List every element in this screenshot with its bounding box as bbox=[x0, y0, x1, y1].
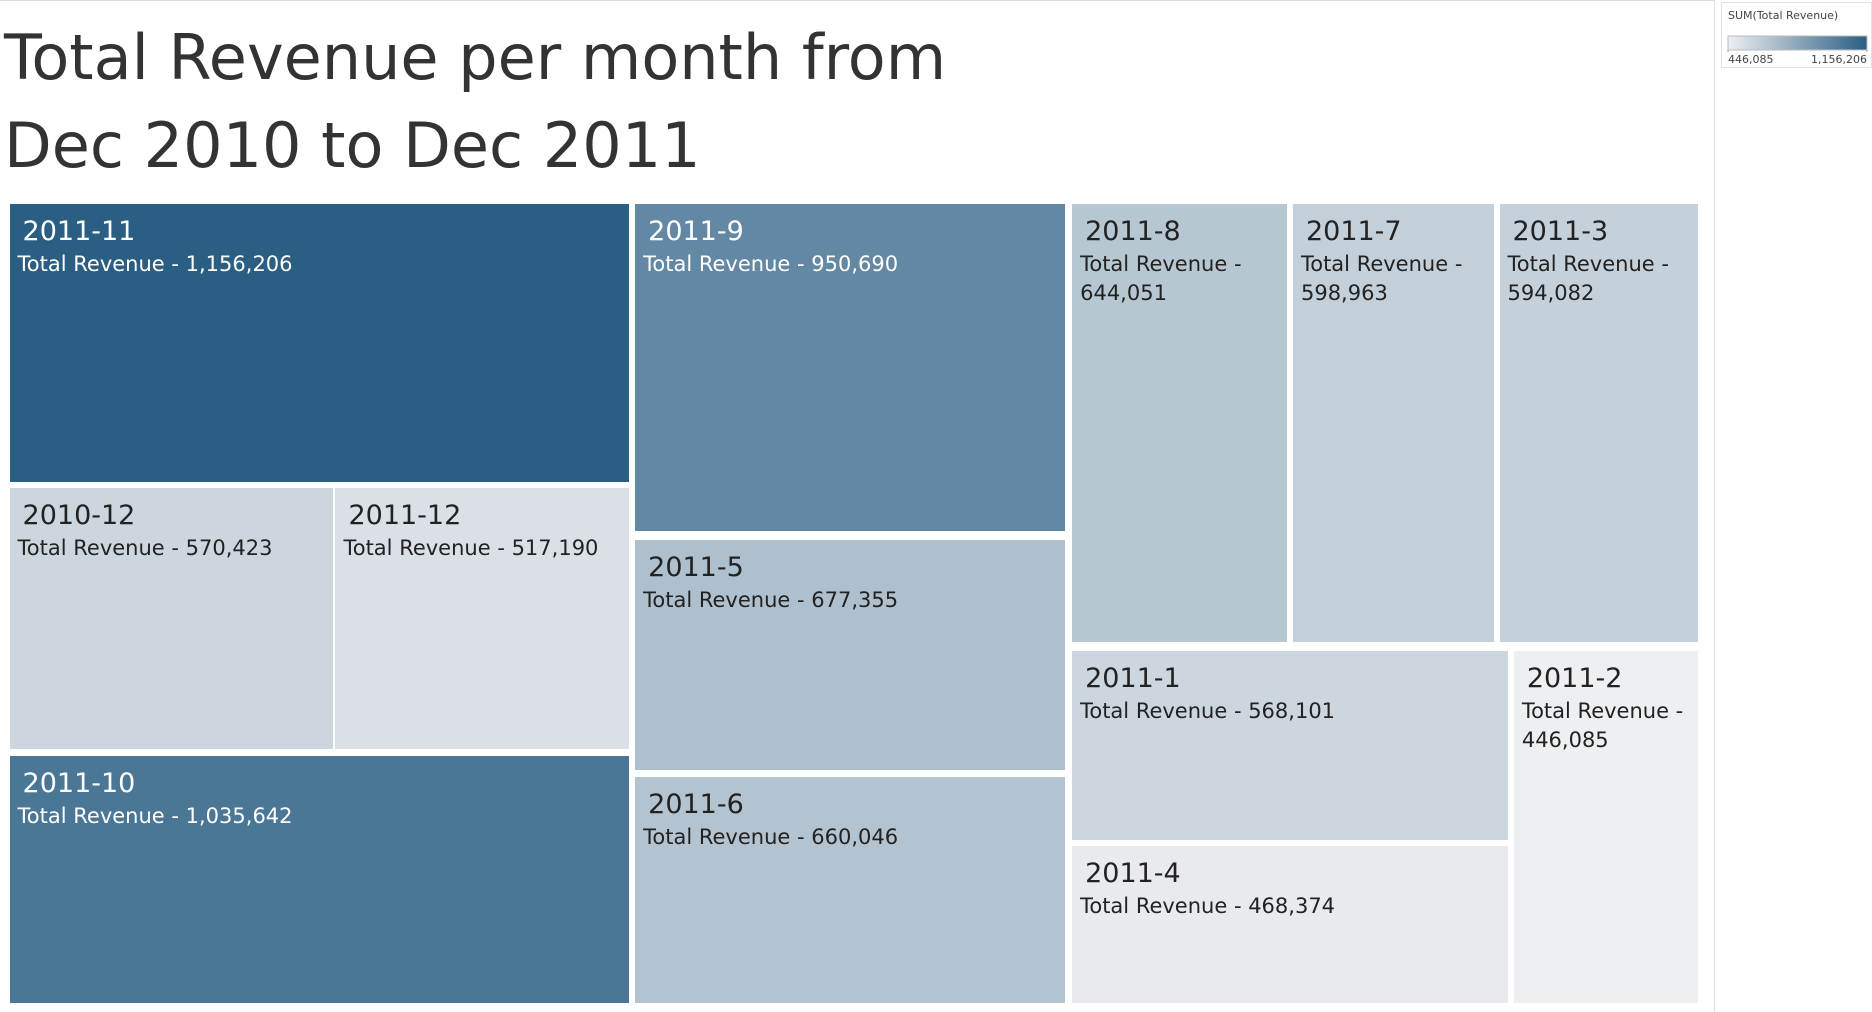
cell-value-label: Total Revenue - 468,374 bbox=[1080, 894, 1336, 919]
cell-category: 2011-12 bbox=[348, 500, 462, 532]
cell-category: 2011-9 bbox=[648, 216, 744, 248]
cell-category: 2011-2 bbox=[1526, 662, 1623, 694]
legend-tick-label: 1,156,206 bbox=[1811, 53, 1867, 66]
cell-category: 2011-1 bbox=[1085, 662, 1181, 694]
cell-value-label: Total Revenue - 1,035,642 bbox=[17, 803, 293, 828]
cell-value-label: Total Revenue - 598,963 bbox=[1300, 252, 1463, 306]
cell-value-label: Total Revenue - 568,101 bbox=[1080, 698, 1336, 723]
treemap-cell: 2011-7 Total Revenue - 598,963 bbox=[1292, 204, 1494, 643]
treemap-cell: 2011-2 Total Revenue - 446,085 bbox=[1513, 650, 1698, 1003]
cell-category: 2011-4 bbox=[1085, 858, 1181, 890]
cell-category: 2011-8 bbox=[1085, 216, 1181, 248]
cell-value-label: Total Revenue - 446,085 bbox=[1521, 698, 1684, 752]
treemap-cell: 2011-4 Total Revenue - 468,374 bbox=[1072, 846, 1508, 1003]
treemap-cell: 2011-12 Total Revenue - 517,190 bbox=[335, 488, 630, 749]
treemap-cell: 2011-3 Total Revenue - 594,082 bbox=[1499, 204, 1698, 643]
legend-tick-label: 446,085 bbox=[1728, 53, 1774, 66]
chart-title: Total Revenue per month from Dec 2010 to… bbox=[4, 21, 947, 182]
treemap-cell: 2011-9 Total Revenue - 950,690 bbox=[635, 204, 1065, 532]
treemap-cell: 2011-5 Total Revenue - 677,355 bbox=[635, 539, 1065, 771]
cell-value-label: Total Revenue - 950,690 bbox=[643, 252, 899, 277]
cell-category: 2011-5 bbox=[648, 551, 744, 583]
treemap-cell: 2011-11 Total Revenue - 1,156,206 bbox=[9, 204, 630, 483]
cell-category: 2010-12 bbox=[22, 500, 136, 532]
treemap-cell: 2011-8 Total Revenue - 644,051 bbox=[1072, 204, 1287, 643]
cell-value-label: Total Revenue - 517,190 bbox=[343, 536, 599, 561]
cell-category: 2011-6 bbox=[648, 789, 744, 821]
cell-value-label: Total Revenue - 1,156,206 bbox=[17, 252, 293, 277]
top-border bbox=[0, 0, 1714, 1]
divider bbox=[1714, 0, 1715, 1012]
treemap-cell: 2011-6 Total Revenue - 660,046 bbox=[635, 777, 1065, 1003]
cell-value-label: Total Revenue - 677,355 bbox=[643, 587, 899, 612]
cell-category: 2011-11 bbox=[22, 216, 136, 248]
cell-value-label: Total Revenue - 644,051 bbox=[1080, 252, 1242, 306]
gradient bbox=[1727, 35, 1868, 51]
cell-value-label: Total Revenue - 660,046 bbox=[643, 825, 899, 850]
cell-category: 2011-10 bbox=[22, 767, 136, 799]
treemap-cell: 2011-1 Total Revenue - 568,101 bbox=[1072, 650, 1508, 841]
color-legend: SUM(Total Revenue) 446,085 1,156,206 bbox=[1721, 2, 1872, 68]
legend-bar: 446,085 1,156,206 bbox=[1727, 35, 1868, 66]
legend-title: SUM(Total Revenue) bbox=[1728, 9, 1839, 22]
cell-value-label: Total Revenue - 570,423 bbox=[17, 536, 273, 561]
cell-category: 2011-7 bbox=[1305, 216, 1402, 248]
treemap-cell: 2010-12 Total Revenue - 570,423 bbox=[9, 488, 334, 749]
cell-value-label: Total Revenue - 594,082 bbox=[1507, 252, 1669, 306]
cell-category: 2011-3 bbox=[1512, 216, 1609, 248]
treemap-cell: 2011-10 Total Revenue - 1,035,642 bbox=[9, 755, 630, 1003]
treemap: 2010-12 Total Revenue - 570,423 2011-1 Tota… bbox=[9, 204, 1698, 1003]
